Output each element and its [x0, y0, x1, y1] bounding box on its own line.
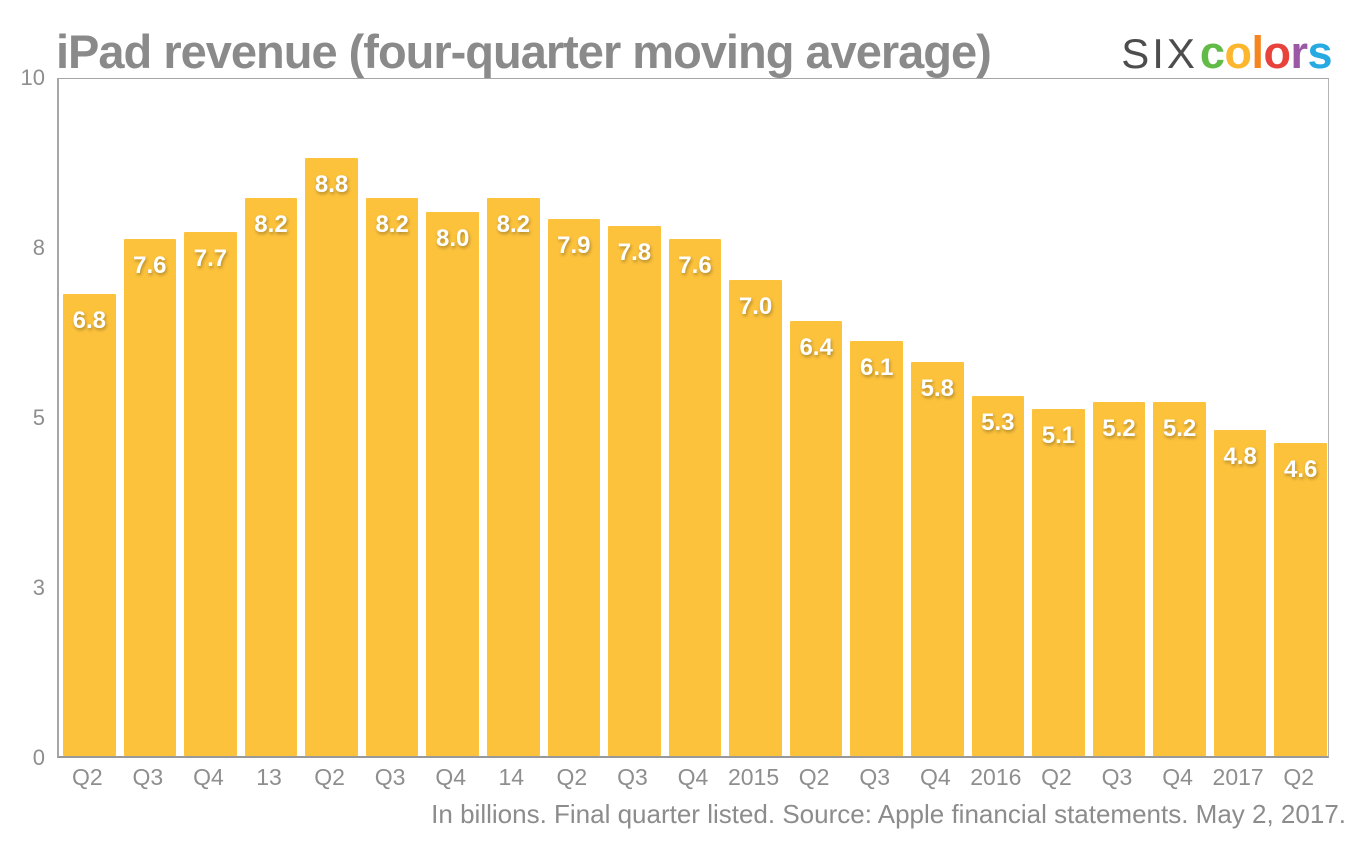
x-tick-label: Q4 — [919, 764, 951, 790]
x-tick-label: 13 — [256, 764, 282, 790]
x-tick-label: 14 — [498, 764, 525, 790]
bar: 6.1 — [850, 341, 903, 756]
bar: 5.2 — [1092, 402, 1146, 756]
logo-letter: o — [1263, 27, 1291, 78]
bar-value-label: 6.4 — [799, 333, 833, 361]
bar-value-label: 8.2 — [375, 211, 409, 239]
chart-caption: In billions. Final quarter listed. Sourc… — [431, 799, 1346, 829]
bar: 8.2 — [365, 198, 419, 756]
bar-value-label: 5.8 — [920, 374, 954, 402]
bar: 8.2 — [244, 198, 298, 756]
bar-value-label: 4.8 — [1223, 442, 1257, 470]
logo-letter: s — [1307, 27, 1332, 78]
x-tick-label: Q2 — [798, 764, 830, 790]
bar-value-label: 8.0 — [436, 225, 470, 252]
y-tick-label: 8 — [32, 235, 45, 260]
bar-value-label: 7.6 — [678, 252, 712, 280]
bar-value-label: 8.2 — [496, 211, 530, 239]
x-tick-label: 2016 — [970, 764, 1022, 790]
bar-value-label: 8.2 — [254, 211, 288, 239]
bar-value-label: 5.2 — [1102, 415, 1136, 443]
x-tick-label: 2017 — [1212, 764, 1264, 790]
x-tick-label: Q3 — [1101, 764, 1133, 790]
x-tick-label: Q3 — [617, 764, 648, 790]
x-tick-label: Q2 — [1283, 764, 1315, 790]
bar-value-label: 7.8 — [617, 238, 652, 266]
bar: 7.0 — [729, 280, 782, 756]
x-tick-label: Q2 — [71, 764, 103, 790]
x-tick-label: Q4 — [677, 764, 709, 790]
x-tick-label: Q3 — [374, 764, 406, 790]
bar-value-label: 4.6 — [1284, 456, 1318, 484]
bar-value-label: 7.6 — [133, 252, 167, 280]
bar: 7.9 — [547, 218, 601, 756]
bar: 5.2 — [1153, 402, 1206, 756]
logo-colors-text: colors — [1199, 27, 1333, 78]
bar: 8.0 — [426, 212, 479, 756]
bar-value-label: 7.9 — [557, 231, 591, 259]
bar: 8.2 — [487, 198, 540, 756]
bar-value-label: 6.8 — [72, 306, 106, 334]
x-tick-label: Q4 — [435, 764, 467, 790]
bar: 7.7 — [184, 232, 237, 756]
bar-value-label: 8.8 — [314, 170, 349, 198]
x-tick-label: 2015 — [727, 764, 780, 790]
bar: 7.8 — [608, 225, 661, 756]
x-tick-label: Q2 — [556, 764, 588, 790]
x-tick-label: Q2 — [1041, 764, 1072, 790]
y-tick-label: 10 — [20, 65, 45, 90]
plot-area: 6.8 7.6 7.7 8.2 8.8 8.2 8.0 8.2 7.9 7.8 7.6 7.0 6.4 6… — [57, 78, 1329, 758]
bar: 7.6 — [123, 239, 177, 756]
y-tick-label: 0 — [32, 745, 45, 770]
bar: 6.8 — [63, 293, 116, 756]
bar-value-label: 5.2 — [1162, 415, 1197, 443]
chart-title: iPad revenue (four-quarter moving averag… — [56, 25, 992, 78]
bar: 5.8 — [911, 361, 964, 756]
bar: 5.1 — [1032, 409, 1085, 756]
y-tick-label: 5 — [32, 405, 45, 430]
bar-value-label: 6.1 — [860, 354, 894, 382]
logo-letter: o — [1224, 27, 1252, 78]
x-tick-label: Q4 — [1162, 764, 1193, 790]
logo-six-text: SIX — [1121, 30, 1198, 77]
y-tick-label: 3 — [32, 575, 45, 600]
bar-value-label: 7.0 — [738, 293, 773, 320]
x-tick-label: Q2 — [314, 764, 345, 790]
logo-letter: l — [1251, 27, 1264, 78]
x-tick-label: Q3 — [132, 764, 164, 790]
bar: 8.8 — [305, 157, 358, 756]
bar-value-label: 5.1 — [1041, 422, 1076, 450]
bar: 5.3 — [971, 395, 1025, 756]
bar: 4.6 — [1274, 443, 1327, 756]
sixcolors-logo: SIXcolors — [1121, 30, 1332, 75]
bar-value-label: 5.3 — [981, 408, 1015, 436]
bar: 7.6 — [668, 239, 722, 756]
x-tick-label: Q3 — [859, 764, 891, 790]
bar: 4.8 — [1213, 429, 1267, 756]
x-tick-label: Q4 — [193, 764, 224, 790]
logo-letter: c — [1199, 27, 1225, 78]
logo-letter: r — [1290, 27, 1308, 78]
bar: 6.4 — [789, 320, 843, 756]
bar-value-label: 7.7 — [193, 245, 228, 273]
